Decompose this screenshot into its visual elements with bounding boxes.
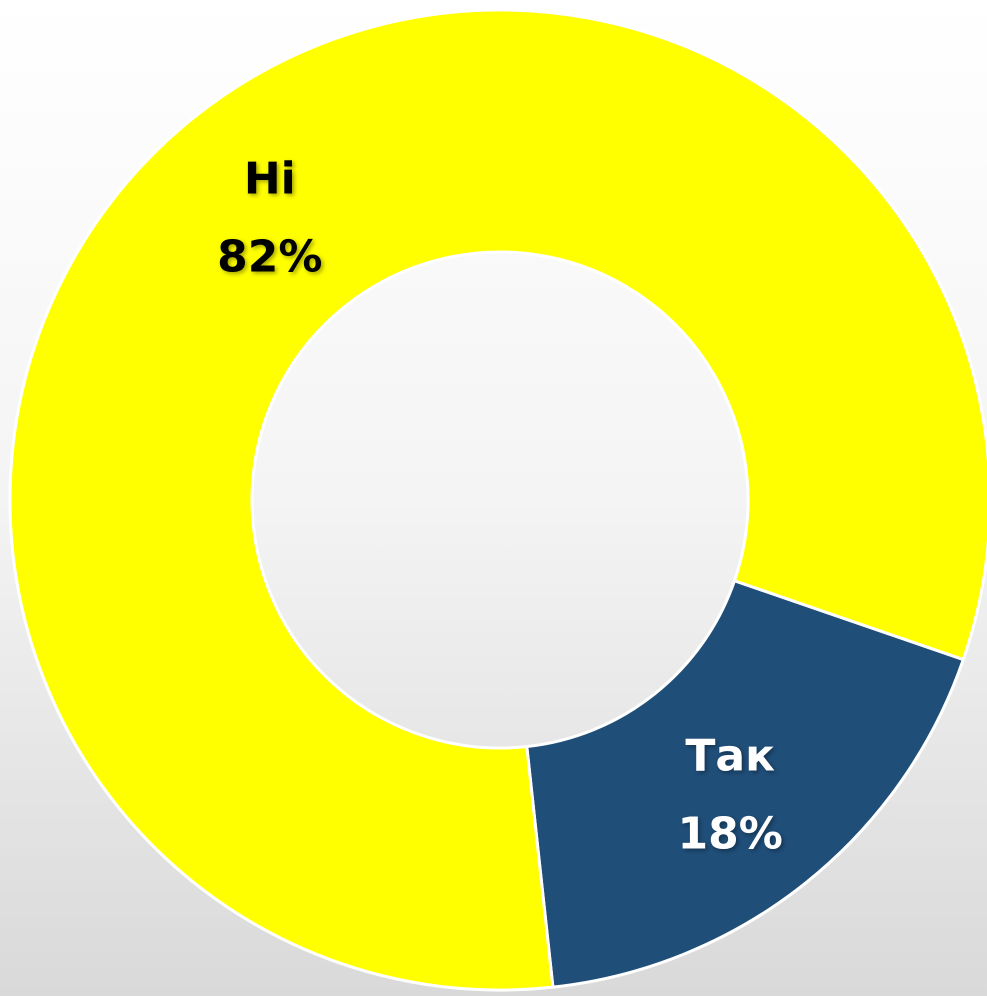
donut-slice xyxy=(525,578,966,989)
slice-value-label: 18% xyxy=(678,808,783,859)
donut-slice xyxy=(8,8,987,992)
slice-category-label: Так xyxy=(685,730,775,781)
slice-value-label: 82% xyxy=(217,232,322,283)
slice-category-label: Ні xyxy=(244,154,296,205)
